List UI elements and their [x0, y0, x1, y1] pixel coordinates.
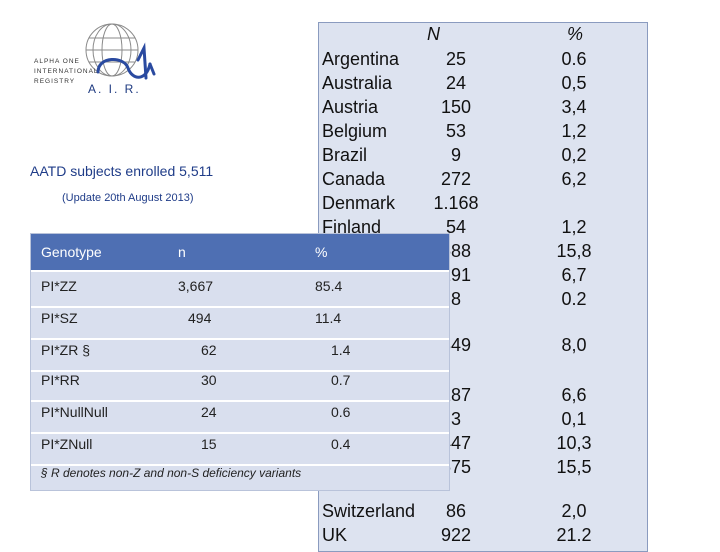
country-row: Canada 272 6,2 [319, 169, 647, 193]
genotype-name: PI*ZNull [41, 436, 93, 452]
country-pct: 0,5 [561, 73, 587, 93]
country-row: UK 922 21.2 [319, 525, 647, 549]
country-n: 8 [450, 289, 461, 309]
country-pct: 8,0 [561, 335, 587, 355]
country-row: 8 0.2 [319, 289, 647, 313]
country-n: 9 [450, 145, 461, 165]
country-row: Finland 54 1,2 [319, 217, 647, 241]
country-row: Austria 150 3,4 [319, 97, 647, 121]
genotype-table-header: Genotype n % [31, 234, 449, 270]
country-pct: 15,5 [556, 457, 592, 477]
country-pct: 6,6 [561, 385, 587, 405]
country-name: Switzerland [322, 501, 416, 521]
country-n: 54 [445, 217, 467, 237]
page-subtitle: (Update 20th August 2013) [62, 192, 194, 204]
genotype-pct: 0.7 [331, 372, 351, 388]
country-n: 922 [440, 525, 472, 545]
country-row: 3 0,1 [319, 409, 647, 433]
logo-line-1: ALPHA ONE [34, 58, 80, 65]
country-name: Finland [322, 217, 382, 237]
genotype-name: PI*NullNull [41, 404, 108, 420]
row-divider [31, 306, 449, 308]
genotype-pct: 0.4 [331, 436, 351, 452]
genotype-n: 24 [201, 404, 217, 420]
genotype-pct: 11.4 [315, 310, 342, 326]
genotype-name: PI*RR [41, 372, 80, 388]
country-n: 25 [445, 49, 467, 69]
row-divider [31, 400, 449, 402]
country-n: 53 [445, 121, 467, 141]
country-pct: 1,2 [561, 217, 587, 237]
country-n: 150 [440, 97, 472, 117]
row-divider [31, 464, 449, 466]
country-n: 1.168 [433, 193, 479, 213]
country-pct: 0.2 [561, 289, 587, 309]
country-name: Brazil [322, 145, 368, 165]
country-pct: 0.6 [561, 49, 587, 69]
genotype-name: PI*ZR § [41, 342, 91, 358]
genotype-pct: 0.6 [331, 404, 351, 420]
country-n: 86 [445, 501, 467, 521]
country-name: Austria [322, 97, 379, 117]
country-pct: 1,2 [561, 121, 587, 141]
country-table-header-pct: % [567, 24, 584, 44]
country-row: Belgium 53 1,2 [319, 121, 647, 145]
genotype-n: 62 [201, 342, 217, 358]
row-divider [31, 432, 449, 434]
page-title: AATD subjects enrolled 5,511 [30, 163, 214, 179]
country-pct: 6,7 [561, 265, 587, 285]
genotype-n: 15 [201, 436, 217, 452]
country-row: Denmark 1.168 [319, 193, 647, 217]
genotype-pct: 1.4 [331, 342, 351, 358]
header-pct: % [315, 244, 328, 260]
air-logo: ALPHA ONE INTERNATIONAL REGISTRY A. I. R… [28, 20, 168, 100]
genotype-table: Genotype n % PI*ZZ 3,667 85.4 PI*SZ 494 11.4 P… [30, 233, 450, 491]
genotype-n: 30 [201, 372, 217, 388]
country-n: 272 [440, 169, 472, 189]
row-divider [31, 370, 449, 372]
country-row: Australia 24 0,5 [319, 73, 647, 97]
logo-line-3: REGISTRY [34, 78, 76, 85]
genotype-n: 494 [188, 310, 212, 326]
country-n: 24 [445, 73, 467, 93]
country-pct: 15,8 [556, 241, 592, 261]
country-name: UK [322, 525, 348, 545]
country-name: Belgium [322, 121, 388, 141]
country-pct: 0,1 [561, 409, 587, 429]
country-pct: 2,0 [561, 501, 587, 521]
header-divider [31, 270, 449, 272]
country-row: Switzerland 86 2,0 [319, 501, 647, 525]
country-name: Denmark [322, 193, 396, 213]
logo-acronym: A. I. R. [88, 82, 141, 96]
country-name: Australia [322, 73, 393, 93]
country-pct: 6,2 [561, 169, 587, 189]
country-pct: 3,4 [561, 97, 587, 117]
genotype-pct: 85.4 [315, 278, 343, 294]
genotype-n: 3,667 [178, 278, 214, 294]
country-pct: 21.2 [556, 525, 592, 545]
country-name: Argentina [322, 49, 400, 69]
header-genotype: Genotype [41, 244, 102, 260]
country-table-header-n: N [427, 24, 440, 44]
country-row: Brazil 9 0,2 [319, 145, 647, 169]
country-row: Argentina 25 0.6 [319, 49, 647, 73]
country-n: 3 [450, 409, 461, 429]
genotype-name: PI*SZ [41, 310, 78, 326]
country-pct: 0,2 [561, 145, 587, 165]
genotype-name: PI*ZZ [41, 278, 77, 294]
header-n: n [178, 244, 186, 260]
globe-icon [85, 23, 156, 80]
country-pct: 10,3 [556, 433, 592, 453]
country-name: Canada [322, 169, 386, 189]
logo-line-2: INTERNATIONAL [34, 68, 99, 75]
row-divider [31, 338, 449, 340]
footnote: § R denotes non-Z and non-S deficiency v… [41, 466, 302, 480]
